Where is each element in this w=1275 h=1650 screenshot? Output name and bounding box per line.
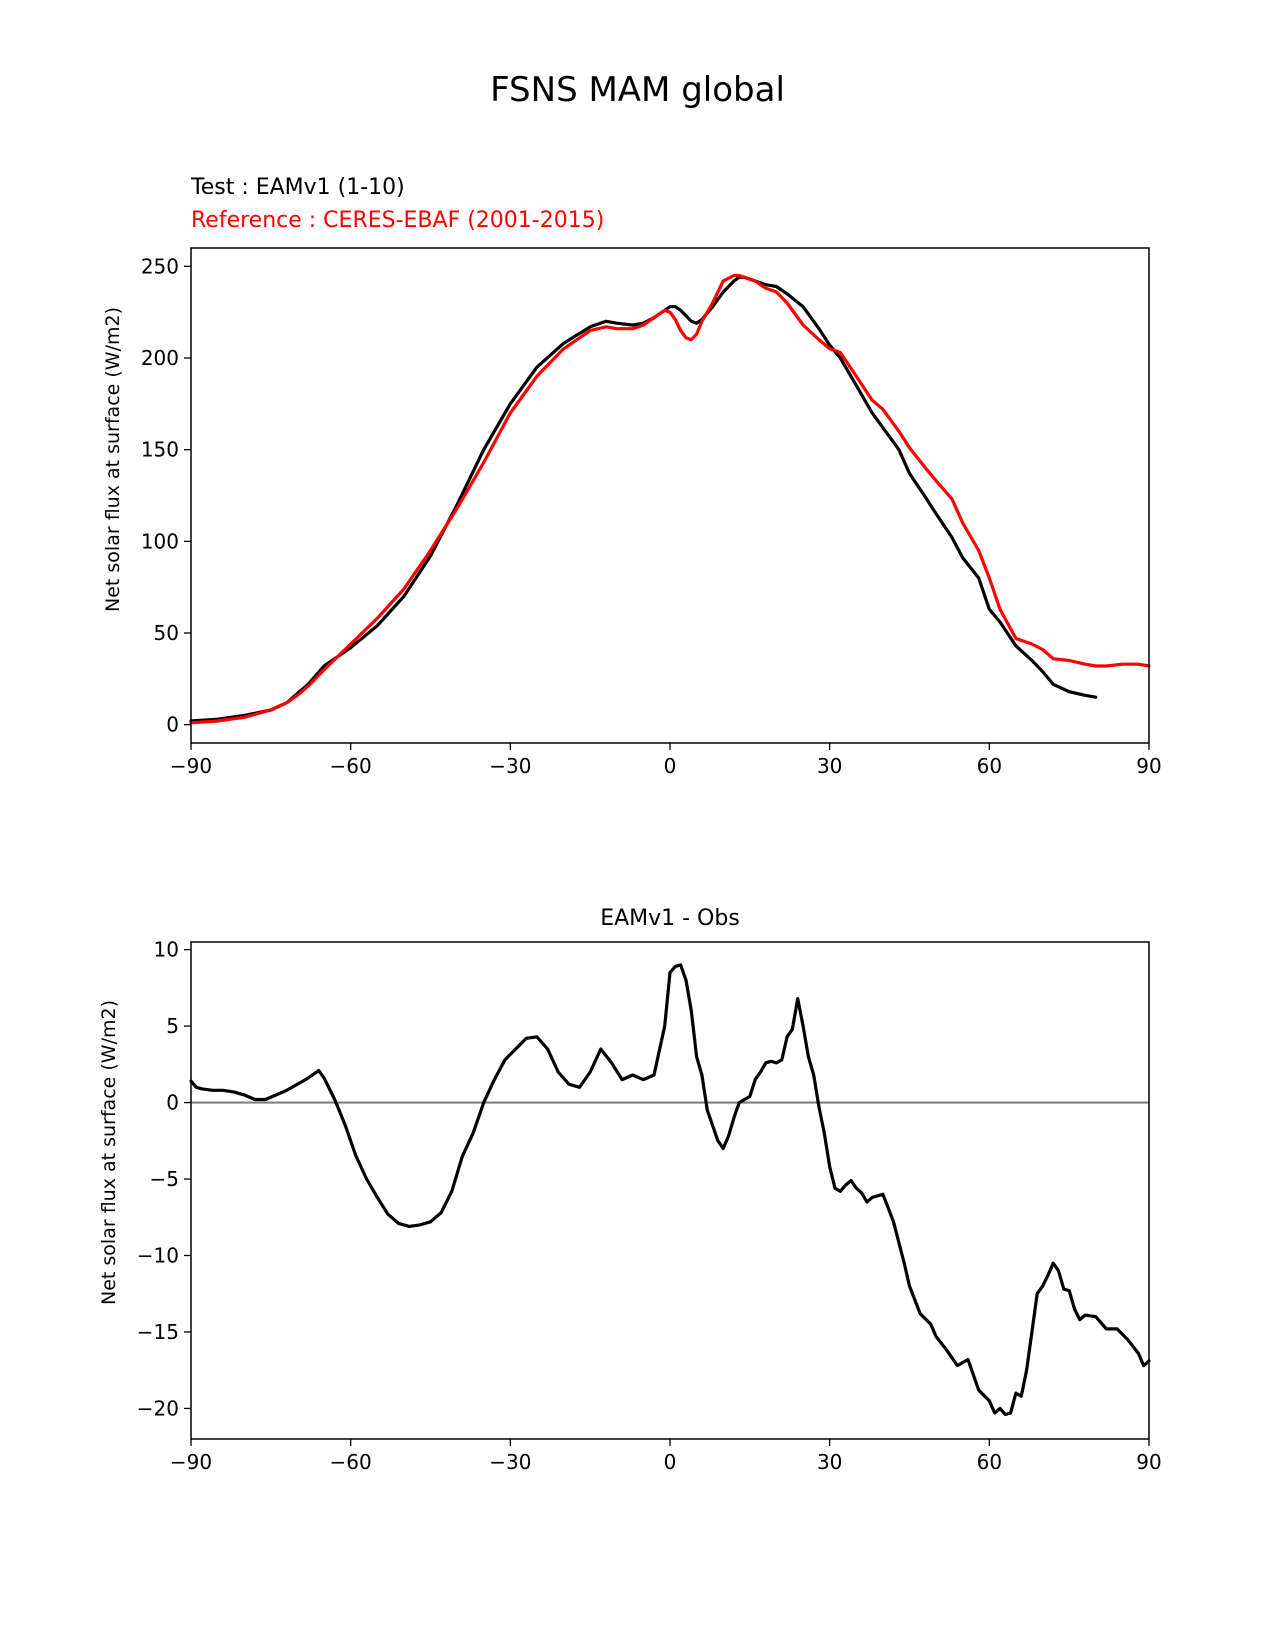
difference-plot-title: EAMv1 - Obs — [600, 906, 740, 931]
bottom-series-line-test — [189, 963, 1151, 1417]
top-x-tick-label: 60 — [977, 754, 1002, 778]
top-x-tick-label: −30 — [489, 754, 531, 778]
figure-title: FSNS MAM global — [490, 70, 785, 110]
top-plot-frame — [190, 247, 1150, 744]
top-y-tick-label: 0 — [166, 713, 179, 737]
top-y-tick-label: 200 — [141, 346, 179, 370]
bottom-y-tick-label: −15 — [137, 1320, 179, 1344]
top-y-tick-label: 50 — [154, 621, 179, 645]
bottom-y-tick-label: −10 — [137, 1243, 179, 1267]
bottom-y-tick-label: −20 — [137, 1396, 179, 1420]
top-x-tick-label: 90 — [1136, 754, 1161, 778]
bottom-y-tick-label: 5 — [166, 1014, 179, 1038]
bottom-x-tick-label: 30 — [817, 1450, 842, 1474]
bottom-y-tick-label: 0 — [166, 1091, 179, 1115]
top-x-tick-label: −60 — [330, 754, 372, 778]
bottom-x-tick-label: −60 — [330, 1450, 372, 1474]
top-series-line-reference — [189, 273, 1151, 725]
bottom-x-tick-label: 90 — [1136, 1450, 1161, 1474]
bottom-plot-frame — [190, 941, 1150, 1440]
top-x-tick-label: −90 — [170, 754, 212, 778]
top-series-line-test — [189, 275, 1098, 723]
legend-test-label: Test : EAMv1 (1-10) — [191, 175, 405, 200]
top-y-tick-label: 100 — [141, 529, 179, 553]
bottom-x-tick-label: 60 — [977, 1450, 1002, 1474]
top-x-tick-label: 0 — [664, 754, 677, 778]
bottom-x-tick-label: 0 — [664, 1450, 677, 1474]
bottom-x-tick-label: −30 — [489, 1450, 531, 1474]
bottom-y-tick-label: 10 — [154, 938, 179, 962]
bottom-y-tick-label: −5 — [150, 1167, 179, 1191]
bottom-x-tick-label: −90 — [170, 1450, 212, 1474]
legend-reference-label: Reference : CERES-EBAF (2001-2015) — [191, 208, 605, 233]
top-y-tick-label: 150 — [141, 438, 179, 462]
top-x-tick-label: 30 — [817, 754, 842, 778]
top-y-tick-label: 250 — [141, 254, 179, 278]
